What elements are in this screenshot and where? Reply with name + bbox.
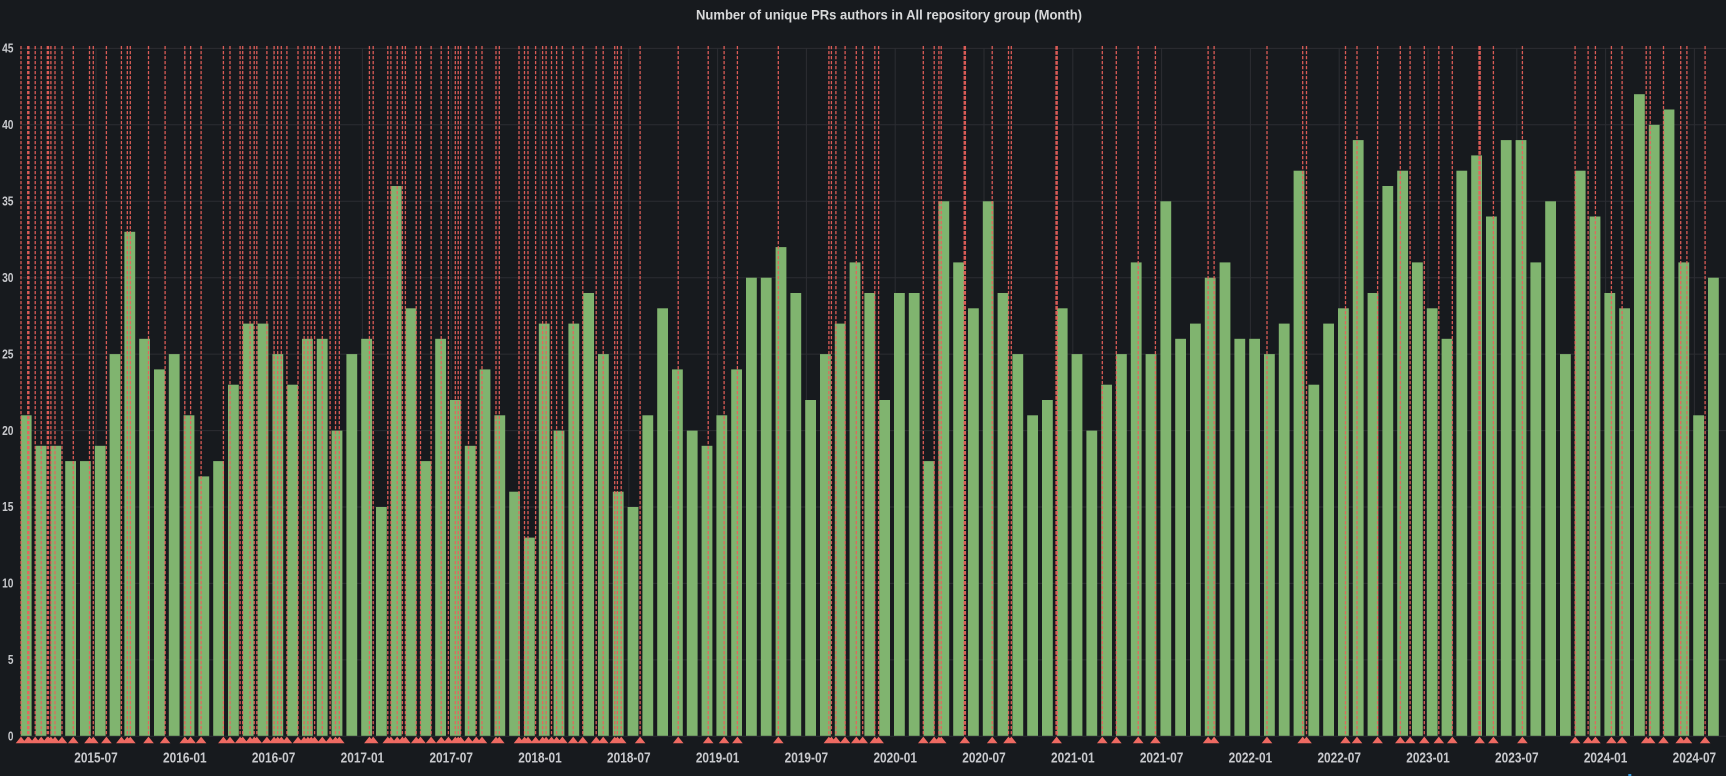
svg-text:35: 35 — [2, 195, 13, 209]
svg-text:2023-07: 2023-07 — [1495, 750, 1539, 767]
svg-text:2017-07: 2017-07 — [429, 750, 473, 767]
svg-text:2015-07: 2015-07 — [74, 750, 118, 767]
svg-text:2018-01: 2018-01 — [518, 750, 562, 767]
svg-text:2024-07: 2024-07 — [1673, 750, 1717, 767]
svg-text:15: 15 — [2, 500, 13, 514]
svg-text:2022-01: 2022-01 — [1229, 750, 1273, 767]
svg-text:2018-07: 2018-07 — [607, 750, 651, 767]
svg-text:2024-01: 2024-01 — [1584, 750, 1628, 767]
svg-text:2016-01: 2016-01 — [163, 750, 207, 767]
svg-text:2016-07: 2016-07 — [252, 750, 296, 767]
svg-text:30: 30 — [2, 271, 13, 285]
svg-text:20: 20 — [2, 424, 13, 438]
svg-text:2021-01: 2021-01 — [1051, 750, 1095, 767]
svg-text:2019-01: 2019-01 — [696, 750, 740, 767]
svg-text:2023-01: 2023-01 — [1406, 750, 1450, 767]
svg-text:10: 10 — [2, 577, 13, 591]
svg-text:2022-07: 2022-07 — [1317, 750, 1361, 767]
svg-text:2017-01: 2017-01 — [341, 750, 385, 767]
svg-text:45: 45 — [2, 42, 13, 56]
svg-text:2019-07: 2019-07 — [785, 750, 829, 767]
svg-text:0: 0 — [8, 730, 14, 744]
svg-text:25: 25 — [2, 347, 13, 361]
svg-text:Number of unique PRs authors i: Number of unique PRs authors in All repo… — [696, 7, 1082, 23]
svg-text:2020-07: 2020-07 — [962, 750, 1006, 767]
svg-text:5: 5 — [8, 653, 14, 667]
svg-text:2021-07: 2021-07 — [1140, 750, 1184, 767]
svg-text:40: 40 — [2, 118, 13, 132]
svg-text:2020-01: 2020-01 — [873, 750, 917, 767]
